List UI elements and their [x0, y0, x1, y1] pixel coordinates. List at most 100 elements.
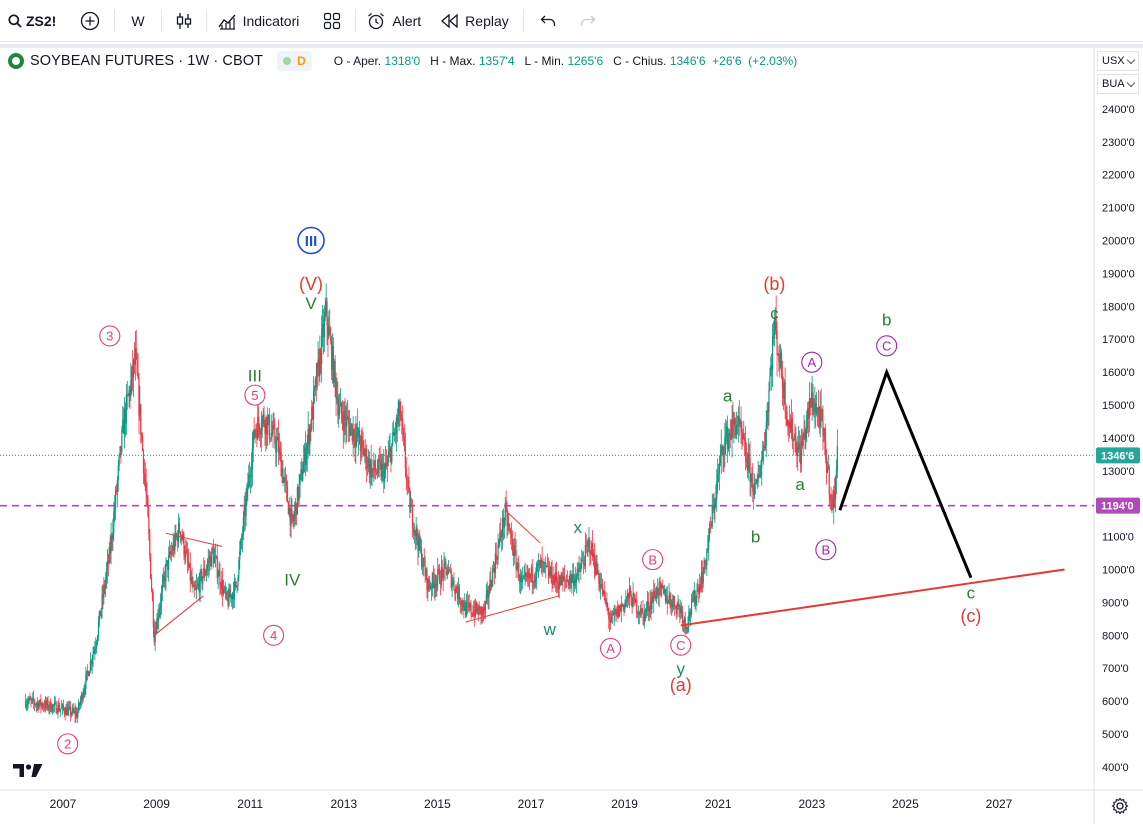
candle-body [123, 408, 126, 434]
candle-body [564, 579, 567, 581]
currency-select[interactable]: USX [1097, 51, 1139, 71]
unit-select[interactable]: BUA [1097, 74, 1139, 94]
candle-body [803, 430, 805, 437]
candle-body [756, 479, 758, 483]
candle-body [743, 437, 745, 440]
candle-body [90, 661, 92, 665]
candle-body [627, 593, 629, 598]
candle-body [518, 563, 520, 580]
wave-label: V [305, 294, 317, 313]
candle-body [139, 404, 141, 416]
candle-body [385, 463, 388, 467]
candle-body [265, 417, 267, 434]
candle-body [757, 474, 759, 483]
y-tick-label: 2200'0 [1102, 170, 1135, 182]
candle-body [547, 565, 550, 577]
candle-body [94, 649, 96, 651]
candle-body [158, 614, 160, 621]
candle-body [559, 575, 561, 586]
candle-body [282, 468, 284, 483]
candle-body [442, 570, 444, 579]
candle-body [429, 586, 432, 589]
candle-body [534, 579, 536, 583]
candle-body [96, 641, 98, 648]
candle-body [583, 563, 586, 566]
candle-body [161, 583, 163, 592]
candle-body [417, 539, 419, 552]
layouts-button[interactable] [309, 0, 355, 42]
undo-button[interactable] [524, 0, 568, 42]
candle-body [365, 448, 367, 455]
candle-body [835, 470, 838, 478]
alert-button[interactable]: Alert [356, 0, 431, 42]
candle-body [57, 704, 59, 713]
candle-body [33, 697, 35, 702]
candle-body [465, 602, 468, 616]
candle-body [497, 544, 499, 560]
candle-body [232, 593, 235, 600]
chart-type-button[interactable] [162, 0, 206, 42]
symbol-search-button[interactable]: ZS2! [0, 0, 70, 42]
candle-body [474, 610, 476, 617]
candle-body [538, 560, 541, 564]
candle-body [252, 430, 254, 449]
candle-body [238, 560, 240, 579]
candle-body [572, 573, 574, 578]
price-chart[interactable]: 2400'02300'02200'02100'02000'01900'01800… [0, 48, 1143, 824]
chart-settings-button[interactable] [1110, 796, 1130, 816]
candle-body [43, 706, 46, 708]
wave-label: C [882, 338, 891, 353]
candle-body [287, 502, 289, 515]
candle-body [254, 430, 256, 438]
compare-symbol-button[interactable] [70, 0, 114, 42]
candle-body [696, 589, 698, 599]
currency-value: USX [1102, 55, 1125, 67]
interval-button[interactable]: W [115, 0, 160, 42]
candle-body [132, 366, 134, 378]
candle-body [135, 348, 137, 356]
candle-body [569, 574, 571, 582]
candle-body [720, 446, 722, 457]
toolbar-divider [522, 9, 524, 32]
candle-body [770, 365, 772, 377]
candle-body [215, 556, 217, 557]
candle-body [308, 429, 310, 445]
candle-body [465, 602, 467, 616]
candle-body [295, 503, 298, 515]
symbol-logo-icon [8, 53, 24, 69]
candle-body [87, 671, 90, 676]
candle-body [789, 422, 791, 428]
candle-body [313, 386, 316, 392]
candle-body [278, 447, 280, 453]
candle-body [283, 478, 285, 483]
candle-body [273, 425, 275, 427]
candle-body [671, 606, 673, 608]
candle-body [717, 474, 719, 482]
candle-body [407, 480, 409, 481]
candle-body [26, 703, 28, 705]
candle-body [373, 460, 375, 470]
candle-body [267, 415, 270, 421]
candle-body [605, 601, 607, 603]
candle-body [733, 418, 735, 425]
market-status-pill[interactable]: D [277, 51, 312, 71]
candle-body [502, 517, 505, 528]
candle-body [511, 538, 514, 552]
candle-body [127, 395, 129, 396]
candle-body [366, 448, 368, 469]
x-tick-label: 2013 [330, 797, 357, 811]
candle-body [75, 712, 77, 716]
candle-body [626, 597, 628, 602]
candle-body [617, 606, 619, 618]
indicators-button[interactable]: Indicatori [207, 0, 310, 42]
candle-body [101, 594, 103, 610]
redo-button[interactable] [568, 0, 608, 42]
candle-body [451, 582, 453, 588]
candle-body [184, 554, 186, 557]
candle-body [274, 426, 276, 444]
replay-button[interactable]: Replay [431, 0, 523, 42]
candle-body [672, 596, 675, 602]
candle-body [560, 575, 562, 586]
tradingview-logo[interactable] [12, 760, 44, 780]
candle-body [623, 604, 625, 610]
